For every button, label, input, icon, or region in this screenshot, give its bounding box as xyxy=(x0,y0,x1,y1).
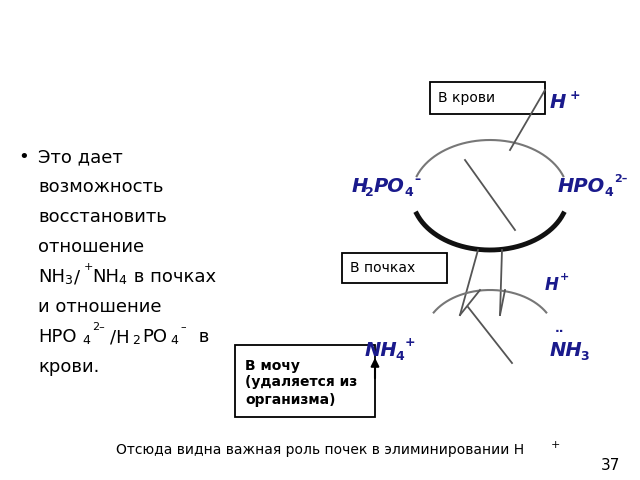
Text: 3: 3 xyxy=(64,274,72,287)
Bar xyxy=(430,82,545,114)
Text: в: в xyxy=(193,328,209,346)
Text: 37: 37 xyxy=(600,457,620,472)
Text: восстановить: восстановить xyxy=(38,208,167,226)
Text: NH: NH xyxy=(365,340,397,360)
Text: +: + xyxy=(570,89,580,102)
Text: в почках: в почках xyxy=(128,268,216,286)
Text: PO: PO xyxy=(374,178,405,196)
Text: –: – xyxy=(414,172,420,185)
Text: +: + xyxy=(84,262,93,272)
Text: H: H xyxy=(352,178,369,196)
Text: H: H xyxy=(550,93,566,112)
Text: H: H xyxy=(545,276,559,294)
Text: (удаляется из: (удаляется из xyxy=(245,375,357,389)
Text: возможность: возможность xyxy=(38,178,163,196)
Text: •: • xyxy=(18,148,29,166)
Text: НРО: НРО xyxy=(38,328,77,346)
Text: 2–: 2– xyxy=(92,322,105,332)
Text: 2: 2 xyxy=(132,334,140,347)
Text: +: + xyxy=(550,440,560,450)
Text: 4: 4 xyxy=(118,274,126,287)
Text: крови.: крови. xyxy=(38,358,99,376)
Bar xyxy=(342,253,447,283)
Text: NH: NH xyxy=(38,268,65,286)
Text: 4: 4 xyxy=(604,187,612,200)
Bar xyxy=(235,345,375,417)
Text: РО: РО xyxy=(142,328,167,346)
Text: В почках: В почках xyxy=(350,261,415,275)
Text: 4: 4 xyxy=(395,349,404,362)
Text: и отношение: и отношение xyxy=(38,298,161,316)
Text: Отсюда видна важная роль почек в элиминировании Н: Отсюда видна важная роль почек в элимини… xyxy=(116,443,524,457)
Text: 4: 4 xyxy=(404,187,413,200)
Text: 2: 2 xyxy=(365,187,374,200)
Text: 2–: 2– xyxy=(614,174,627,184)
Text: /: / xyxy=(74,268,80,286)
Text: +: + xyxy=(405,336,415,348)
Text: 4: 4 xyxy=(170,334,178,347)
Text: отношение: отношение xyxy=(38,238,144,256)
Text: В крови: В крови xyxy=(438,91,495,105)
Text: 3: 3 xyxy=(580,349,589,362)
Text: ··: ·· xyxy=(555,325,564,338)
Text: NH: NH xyxy=(92,268,119,286)
Text: В мочу: В мочу xyxy=(245,359,300,373)
Text: NH: NH xyxy=(550,340,583,360)
Text: 4: 4 xyxy=(82,334,90,347)
Text: –: – xyxy=(180,322,186,332)
Text: /Н: /Н xyxy=(110,328,130,346)
Text: организма): организма) xyxy=(245,393,335,407)
Text: Это дает: Это дает xyxy=(38,148,123,166)
Text: HPO: HPO xyxy=(558,178,605,196)
Text: +: + xyxy=(560,272,569,282)
